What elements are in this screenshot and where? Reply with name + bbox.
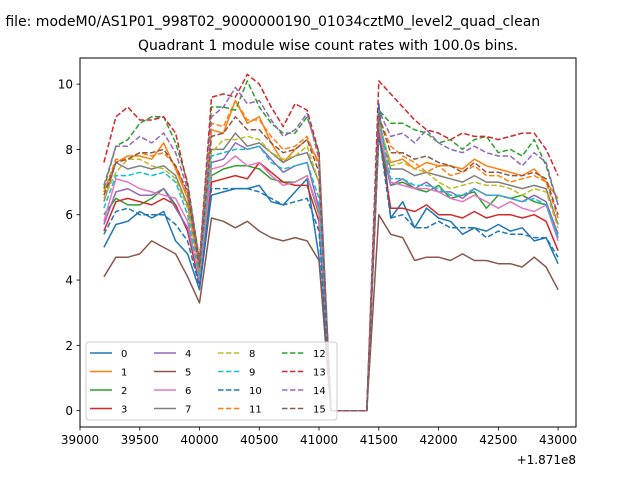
legend-label-6: 6 [185,386,191,397]
x-tick-label: 42000 [419,433,457,447]
legend-box [85,341,338,421]
legend-label-8: 8 [249,349,255,360]
series-line-14 [103,86,559,412]
x-tick-label: 41000 [300,433,338,447]
legend-label-15: 15 [313,405,326,416]
legend-label-7: 7 [185,405,191,416]
y-tick-label: 2 [65,339,73,353]
x-axis-ticks: 39000 39500 40000 40500 41000 41500 42000 42500… [61,427,577,447]
legend-label-10: 10 [249,386,262,397]
x-tick-label: 42500 [479,433,517,447]
legend-label-14: 14 [313,386,326,397]
x-tick-label: 39000 [61,433,99,447]
y-tick-label: 8 [65,143,73,157]
y-tick-label: 0 [65,404,73,418]
x-tick-label: 43000 [539,433,577,447]
legend-label-12: 12 [313,349,326,360]
x-tick-label: 40500 [240,433,278,447]
plot-frame [79,57,577,428]
chart-title: Quadrant 1 module wise count rates with … [138,38,518,54]
legend-label-11: 11 [249,405,262,416]
y-tick-label: 4 [65,274,73,288]
legend-label-4: 4 [185,349,191,360]
y-axis-ticks: 0 2 4 6 8 10 [58,78,80,418]
x-tick-label: 41500 [360,433,398,447]
legend-label-3: 3 [121,405,127,416]
figure-suptitle: n file: modeM0/AS1P01_998T02_9000000190_… [0,14,540,30]
legend-label-0: 0 [121,349,127,360]
legend-label-5: 5 [185,368,191,379]
legend-label-13: 13 [313,368,326,379]
x-tick-label: 40000 [180,433,218,447]
y-tick-label: 6 [65,208,73,222]
series-line-13 [103,73,559,412]
legend-label-2: 2 [121,386,127,397]
x-axis-offset-label: +1.871e8 [517,453,576,467]
legend-label-9: 9 [249,368,255,379]
x-tick-label: 39500 [121,433,159,447]
y-tick-label: 10 [58,78,73,92]
legend-label-1: 1 [121,368,127,379]
